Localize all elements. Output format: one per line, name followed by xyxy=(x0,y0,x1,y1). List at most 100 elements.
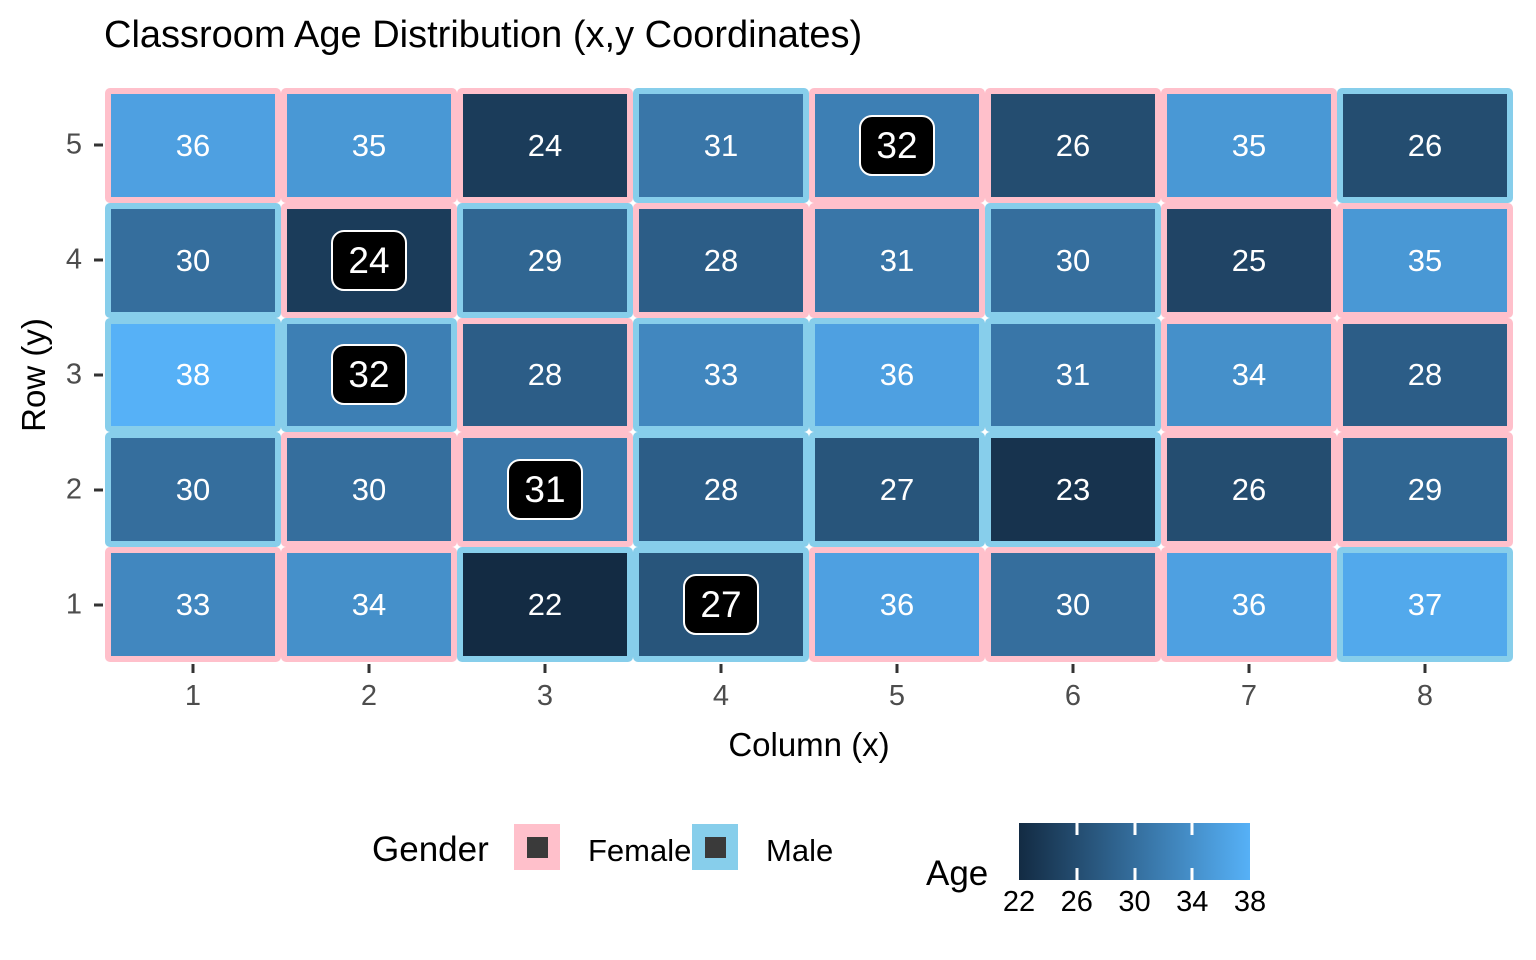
heatmap-cell: 27 xyxy=(809,432,985,548)
y-tick-label: 1 xyxy=(65,588,82,621)
heatmap-cell: 35 xyxy=(1337,202,1513,318)
x-tick-mark xyxy=(543,664,547,673)
y-tick-mark xyxy=(94,143,103,147)
heatmap-cell: 30 xyxy=(985,202,1161,318)
heatmap-cell: 33 xyxy=(633,317,809,433)
cell-age-value: 36 xyxy=(879,587,915,623)
cell-age-value: 31 xyxy=(1055,357,1091,393)
cell-age-value: 22 xyxy=(527,587,563,623)
cell-age-value: 23 xyxy=(1055,472,1091,508)
heatmap-cell: 30 xyxy=(105,202,281,318)
heatmap-cell: 24 xyxy=(281,202,457,318)
heatmap-cell: 33 xyxy=(105,547,281,662)
y-tick-label: 3 xyxy=(65,358,82,391)
x-tick-mark xyxy=(1071,664,1075,673)
x-tick-label: 1 xyxy=(184,680,202,712)
cell-age-value: 26 xyxy=(1055,127,1091,163)
heatmap-cell: 23 xyxy=(985,432,1161,548)
colorbar-tick-label: 38 xyxy=(1233,886,1267,918)
cell-age-value: 30 xyxy=(1055,242,1091,278)
age-label-badge: 32 xyxy=(331,344,407,406)
y-tick-mark xyxy=(94,488,103,492)
x-tick-mark xyxy=(895,664,899,673)
cell-age-value: 33 xyxy=(703,357,739,393)
cell-age-value: 33 xyxy=(175,587,211,623)
cell-age-value: 24 xyxy=(527,127,563,163)
y-tick-label: 5 xyxy=(65,128,82,161)
cell-age-value: 31 xyxy=(703,127,739,163)
y-tick-label: 2 xyxy=(65,473,82,506)
age-label-badge: 24 xyxy=(331,229,407,291)
heatmap-cell: 35 xyxy=(281,88,457,203)
x-tick-label: 7 xyxy=(1240,680,1258,712)
colorbar-tick-label: 26 xyxy=(1060,886,1093,918)
cell-age-value: 30 xyxy=(175,472,211,508)
cell-age-value: 30 xyxy=(175,242,211,278)
heatmap-cell: 24 xyxy=(457,88,633,203)
gender-legend-title: Gender xyxy=(372,830,489,869)
cell-age-value: 28 xyxy=(703,242,739,278)
heatmap-cell: 29 xyxy=(457,202,633,318)
colorbar-tick-label: 22 xyxy=(1002,886,1036,918)
legend-key-inner-square xyxy=(704,836,726,858)
cell-age-value: 36 xyxy=(1231,587,1267,623)
age-legend-title: Age xyxy=(926,854,989,893)
heatmap-cell: 31 xyxy=(985,317,1161,433)
heatmap-cell: 30 xyxy=(105,432,281,548)
x-tick-label: 3 xyxy=(536,680,554,712)
heatmap-cell: 31 xyxy=(457,432,633,548)
heatmap-cell: 36 xyxy=(809,547,985,662)
cell-age-value: 35 xyxy=(351,127,387,163)
age-colorbar xyxy=(1019,823,1250,880)
cell-age-value: 28 xyxy=(703,472,739,508)
cell-age-value: 34 xyxy=(1231,357,1267,393)
age-label-badge: 31 xyxy=(507,459,583,521)
heatmap-cell: 25 xyxy=(1161,202,1337,318)
gender-legend-label: Male xyxy=(766,833,834,868)
cell-age-value: 35 xyxy=(1231,127,1267,163)
cell-age-value: 38 xyxy=(175,357,211,393)
colorbar-tick-mark xyxy=(1133,868,1136,880)
heatmap-cell: 28 xyxy=(633,202,809,318)
y-axis-title: Row (y) xyxy=(15,318,52,432)
cell-age-value: 34 xyxy=(351,587,387,623)
cell-age-value: 26 xyxy=(1407,127,1443,163)
heatmap-cell: 32 xyxy=(281,317,457,433)
x-tick-label: 4 xyxy=(712,680,730,712)
heatmap-cell: 36 xyxy=(1161,547,1337,662)
legend-key-inner-square xyxy=(526,836,548,858)
cell-age-value: 29 xyxy=(1407,472,1443,508)
heatmap-cell: 26 xyxy=(1161,432,1337,548)
heatmap-cell: 36 xyxy=(105,88,281,203)
heatmap-cell: 26 xyxy=(985,88,1161,203)
x-tick-mark xyxy=(191,664,195,673)
cell-age-value: 25 xyxy=(1231,242,1267,278)
colorbar-tick-mark xyxy=(1075,823,1079,835)
colorbar-tick-mark xyxy=(1133,823,1136,835)
cell-age-value: 28 xyxy=(1407,357,1443,393)
cell-age-value: 36 xyxy=(175,127,211,163)
cell-age-value: 37 xyxy=(1407,587,1443,623)
heatmap-cell: 34 xyxy=(1161,317,1337,433)
colorbar-tick-mark xyxy=(1190,823,1194,835)
x-tick-label: 5 xyxy=(888,680,906,712)
cell-age-value: 35 xyxy=(1407,242,1443,278)
x-tick-mark xyxy=(367,664,371,673)
cell-age-value: 26 xyxy=(1231,472,1267,508)
colorbar-tick-label: 34 xyxy=(1176,886,1209,918)
age-label-badge: 27 xyxy=(683,574,759,636)
gender-legend-key xyxy=(514,824,560,870)
x-axis: 1 2 3 4 5 6 7 8 xyxy=(105,662,1513,742)
y-axis: 5 4 3 2 1 xyxy=(0,88,105,662)
heatmap-cell: 37 xyxy=(1337,547,1513,662)
y-tick-mark xyxy=(94,373,103,377)
heatmap-cell: 22 xyxy=(457,547,633,662)
cell-age-value: 30 xyxy=(1055,587,1091,623)
heatmap-cell: 29 xyxy=(1337,432,1513,548)
x-tick-mark xyxy=(1423,664,1427,673)
x-tick-label: 2 xyxy=(360,680,378,712)
heatmap-cell: 28 xyxy=(633,432,809,548)
age-label-badge: 32 xyxy=(859,114,935,176)
cell-age-value: 28 xyxy=(527,357,563,393)
